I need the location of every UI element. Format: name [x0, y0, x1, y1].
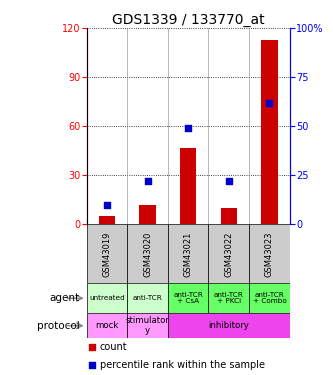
Text: GSM43022: GSM43022 [224, 231, 233, 276]
Point [89, 362, 94, 368]
Bar [180, 147, 196, 224]
Point [185, 125, 191, 131]
Bar [87, 224, 127, 283]
Point [89, 344, 94, 350]
Bar [249, 283, 290, 313]
Point [104, 202, 110, 208]
Text: GSM43019: GSM43019 [102, 231, 112, 276]
Text: agent: agent [50, 293, 80, 303]
Bar [87, 283, 127, 313]
Text: anti-TCR
+ CsA: anti-TCR + CsA [173, 292, 203, 304]
Text: percentile rank within the sample: percentile rank within the sample [100, 360, 265, 370]
Text: anti-TCR: anti-TCR [133, 295, 163, 301]
Bar [208, 224, 249, 283]
Text: GSM43020: GSM43020 [143, 231, 152, 276]
Bar [127, 283, 168, 313]
Text: count: count [100, 342, 128, 351]
Title: GDS1339 / 133770_at: GDS1339 / 133770_at [112, 13, 264, 27]
Text: anti-TCR
+ Combo: anti-TCR + Combo [252, 292, 286, 304]
Bar [261, 40, 277, 224]
Text: mock: mock [95, 321, 119, 330]
Bar [168, 283, 208, 313]
Bar [127, 313, 168, 338]
Bar [127, 224, 168, 283]
Text: stimulator
y: stimulator y [126, 316, 169, 335]
Text: anti-TCR
+ PKCi: anti-TCR + PKCi [214, 292, 244, 304]
Bar [87, 313, 127, 338]
Bar [249, 224, 290, 283]
Point [145, 178, 150, 184]
Text: GSM43021: GSM43021 [183, 231, 193, 276]
Bar [140, 205, 156, 224]
Bar [208, 283, 249, 313]
Text: untreated: untreated [89, 295, 125, 301]
Bar [99, 216, 115, 224]
Bar [168, 224, 208, 283]
Bar [168, 313, 290, 338]
Point [267, 100, 272, 106]
Text: inhibitory: inhibitory [208, 321, 249, 330]
Text: GSM43023: GSM43023 [265, 231, 274, 277]
Text: protocol: protocol [37, 321, 80, 331]
Point [226, 178, 231, 184]
Bar [221, 208, 237, 224]
